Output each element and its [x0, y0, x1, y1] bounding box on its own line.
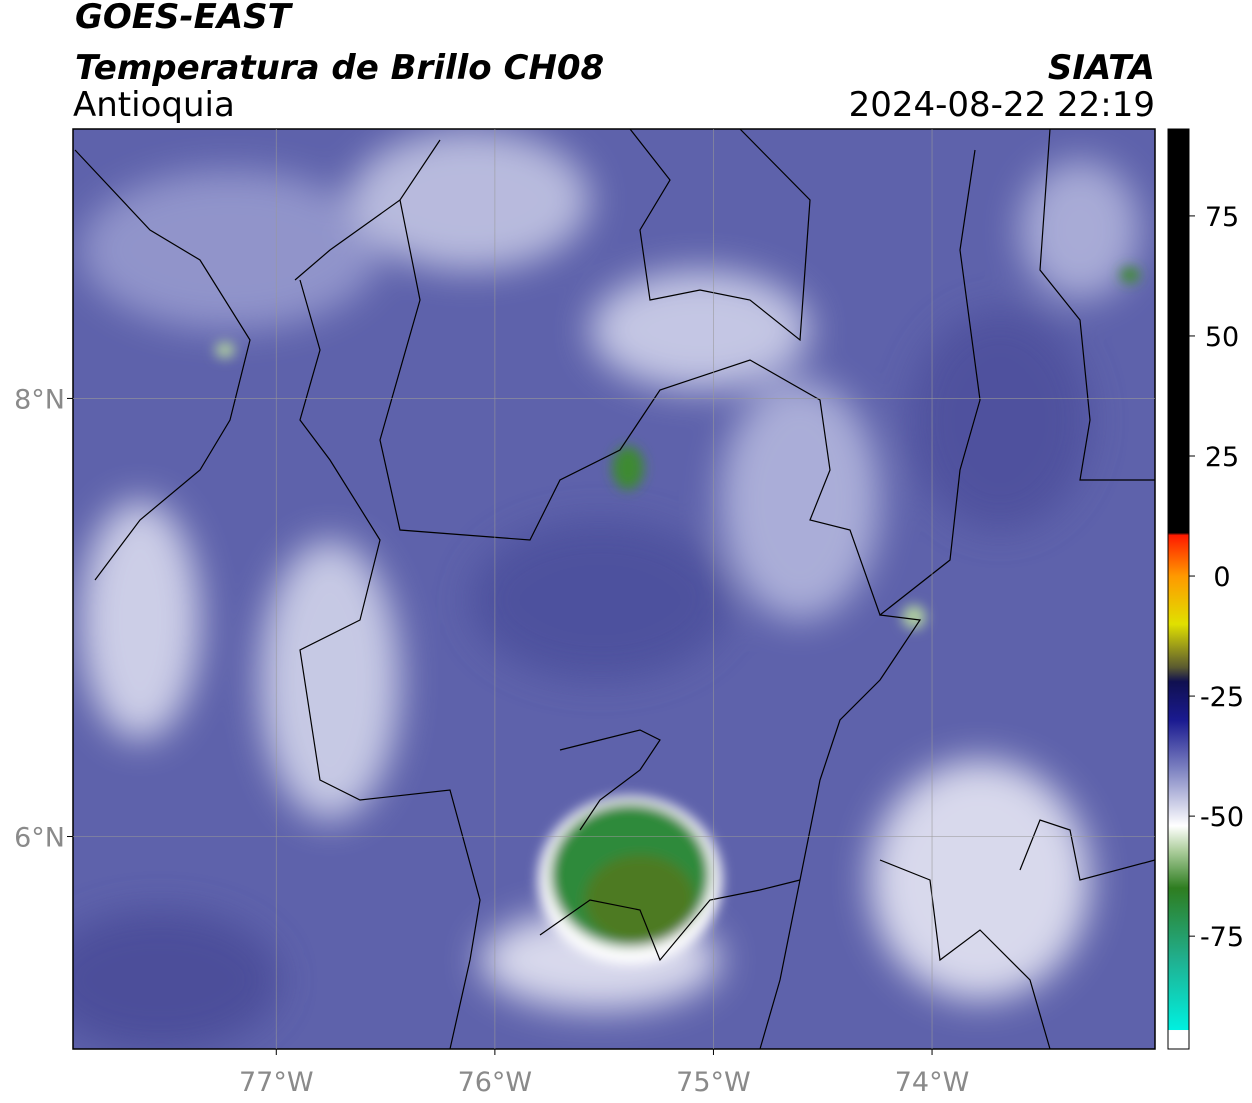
source: GOES-EAST — [75, 0, 294, 37]
x-tick-label: 75°W — [676, 1067, 751, 1098]
colorbar-label: -75 — [1200, 922, 1244, 953]
x-tick-label: 76°W — [458, 1067, 533, 1098]
colorbar — [1167, 128, 1190, 1050]
x-tick-label: 74°W — [895, 1067, 970, 1098]
datetime: 2024-08-22 22:19 — [849, 85, 1155, 125]
product: Temperatura de Brillo CH08 — [75, 48, 604, 88]
colorbar-label: 75 — [1205, 202, 1239, 233]
map-image — [73, 129, 1155, 1049]
colorbar-label: -25 — [1200, 682, 1244, 713]
colorbar-label: 50 — [1205, 322, 1239, 353]
region: Antioquia — [73, 85, 235, 125]
y-tick-label: 6°N — [14, 823, 65, 854]
colorbar-label: 25 — [1205, 442, 1239, 473]
x-tick-label: 77°W — [239, 1067, 314, 1098]
colorbar-label: -50 — [1200, 802, 1244, 833]
colorbar-label: 0 — [1213, 562, 1230, 593]
y-tick-label: 8°N — [14, 384, 65, 415]
agency: SIATA — [1048, 48, 1155, 88]
map-frame — [72, 128, 1156, 1050]
